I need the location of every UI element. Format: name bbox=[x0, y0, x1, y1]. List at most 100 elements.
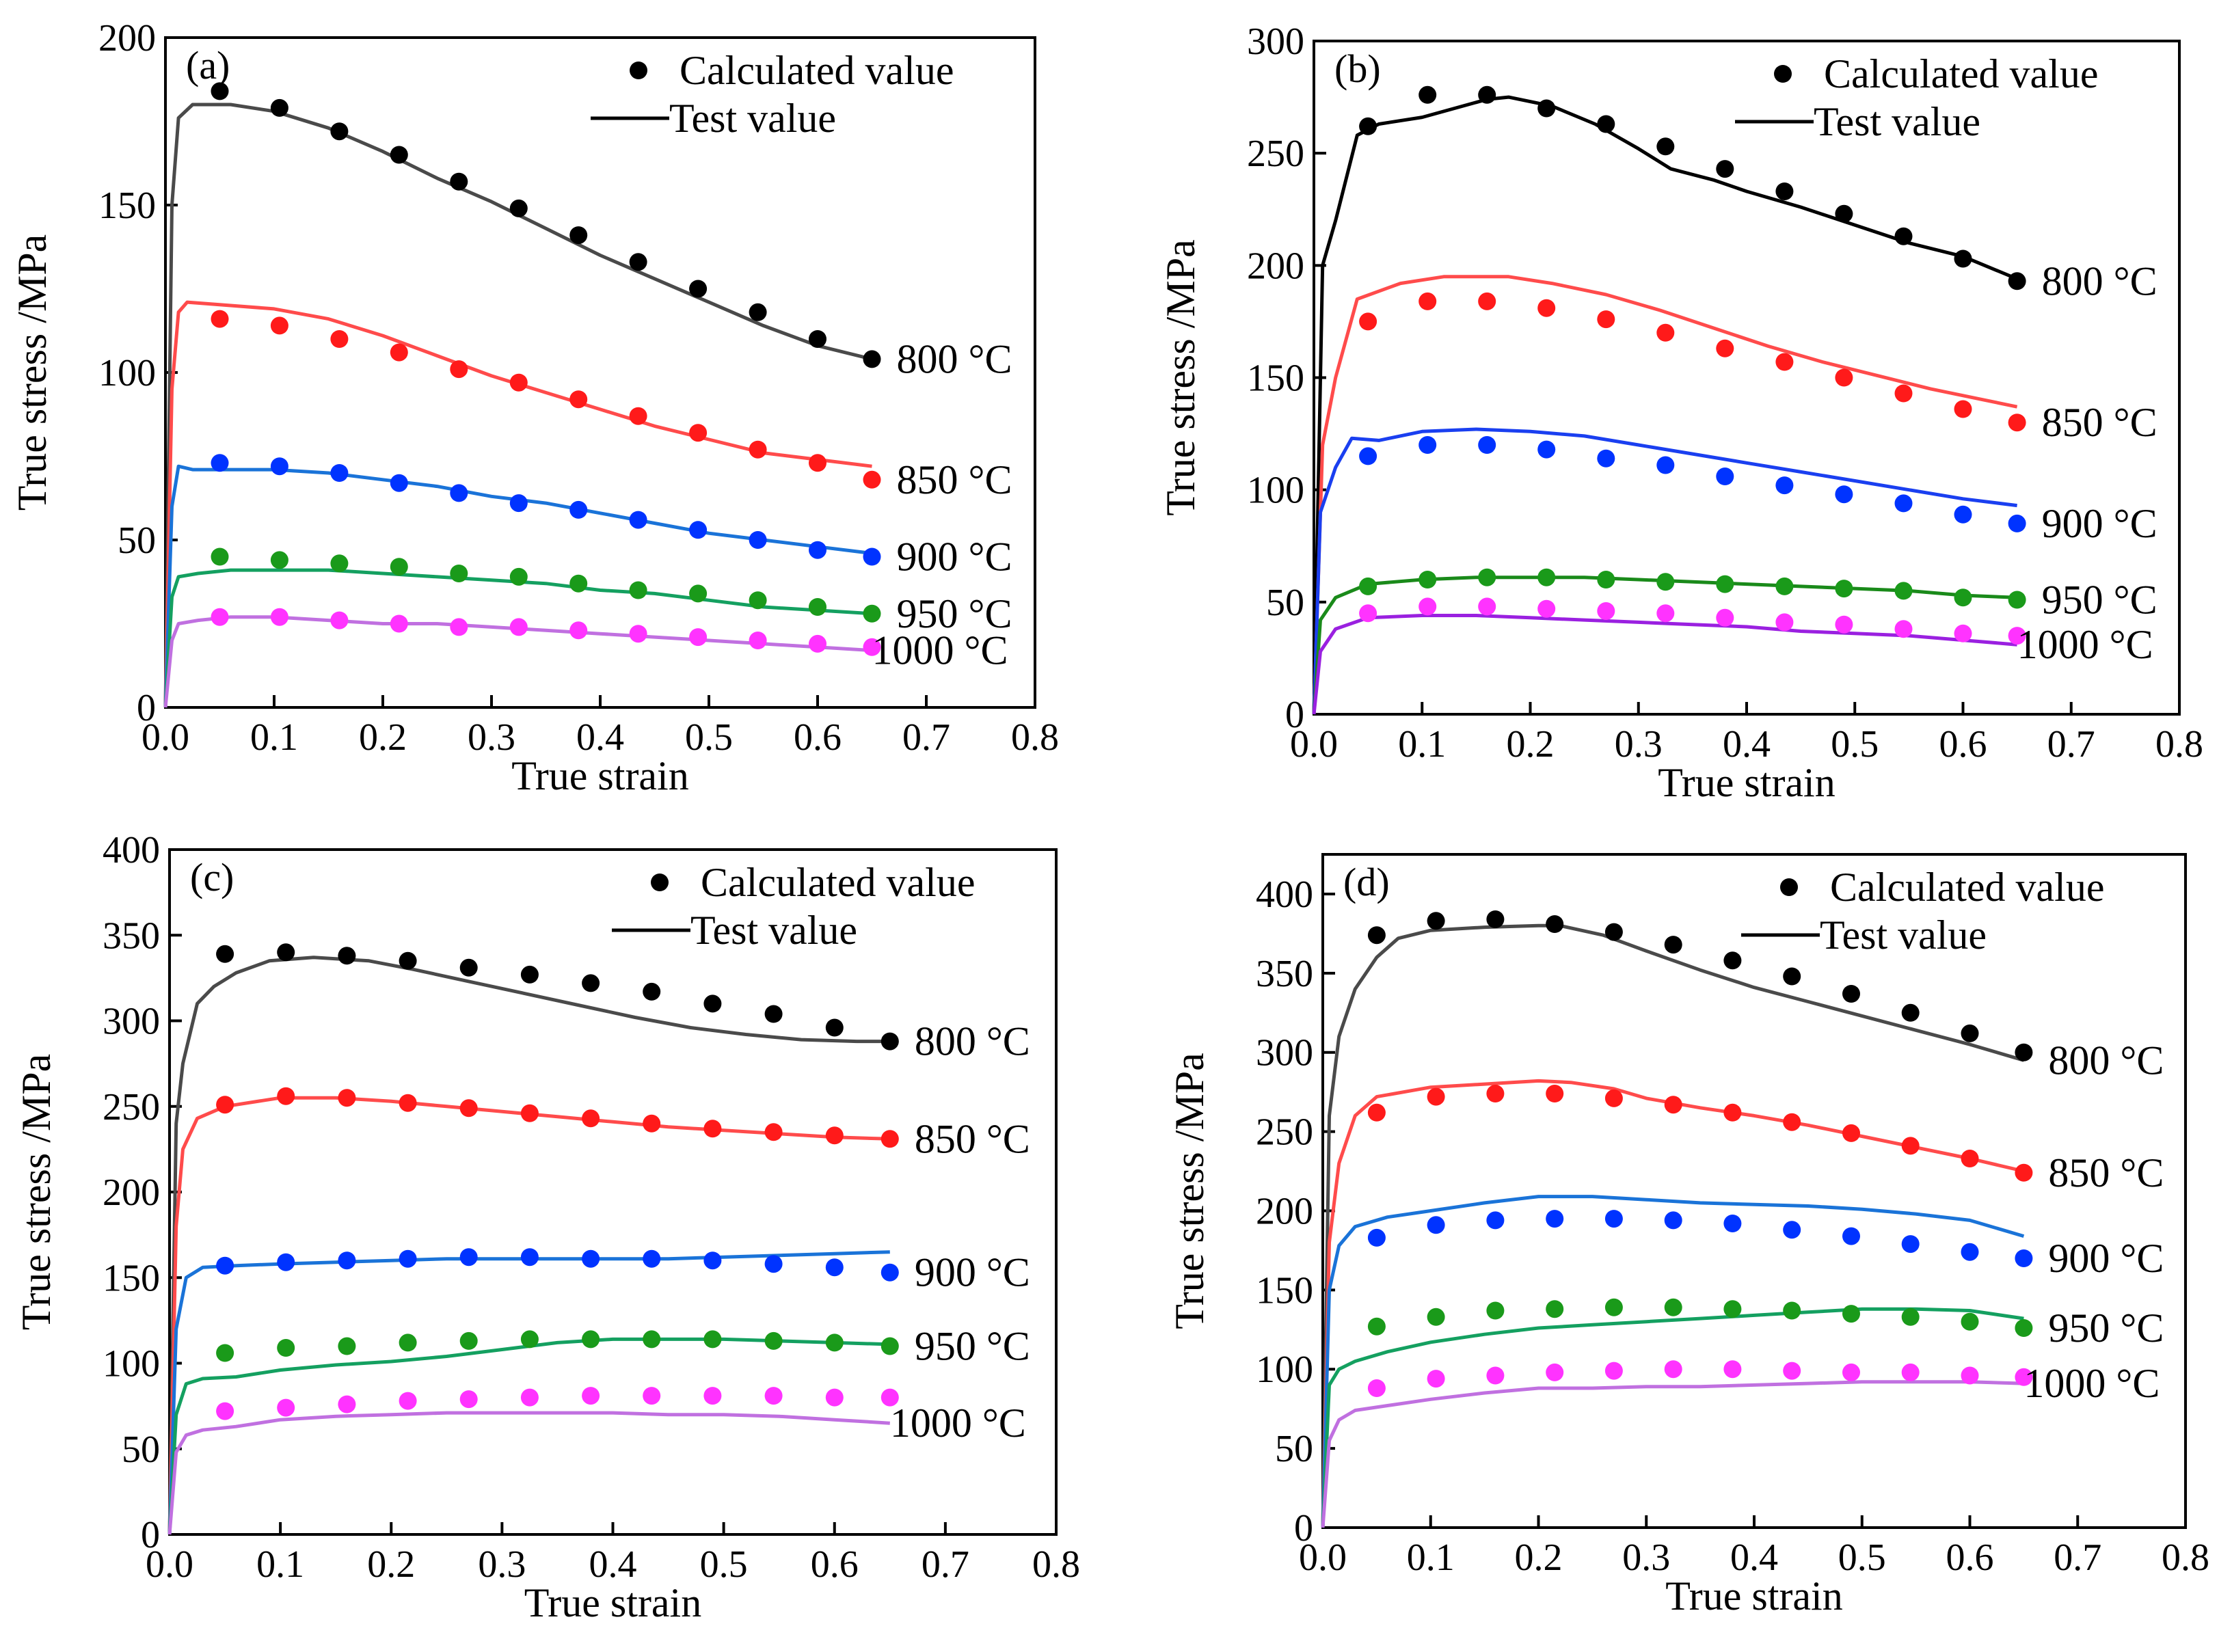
calculated-point bbox=[1427, 1308, 1445, 1326]
calculated-point bbox=[582, 974, 600, 992]
calculated-point bbox=[330, 330, 349, 348]
calculated-point bbox=[1486, 1085, 1505, 1102]
calculated-point bbox=[1664, 1211, 1682, 1230]
calculated-point bbox=[880, 1337, 899, 1355]
calculated-point bbox=[450, 172, 468, 191]
x-tick-label: 0.8 bbox=[1011, 716, 1059, 759]
y-tick-label: 200 bbox=[1247, 245, 1304, 287]
calculated-point bbox=[2008, 272, 2026, 290]
calculated-point bbox=[689, 628, 708, 647]
calculated-point bbox=[1723, 951, 1742, 970]
calculated-point bbox=[338, 1089, 356, 1107]
calculated-point bbox=[643, 1330, 661, 1349]
x-tick-label: 0.6 bbox=[794, 716, 842, 759]
series-850C bbox=[1312, 275, 2026, 715]
calculated-point bbox=[643, 982, 661, 1001]
calculated-point bbox=[1901, 1137, 1920, 1155]
calculated-point bbox=[1546, 915, 1564, 933]
temperature-label: 800 °C bbox=[897, 336, 1012, 381]
temperature-label: 900 °C bbox=[897, 534, 1012, 580]
y-tick-label: 0 bbox=[1294, 1507, 1313, 1549]
calculated-point bbox=[1954, 400, 1972, 418]
calculated-point bbox=[1901, 1308, 1920, 1326]
x-tick-label: 0.7 bbox=[2054, 1536, 2101, 1579]
calculated-point bbox=[749, 591, 767, 610]
temperature-label: 900 °C bbox=[915, 1250, 1030, 1295]
calculated-point bbox=[1427, 1087, 1445, 1106]
x-tick-label: 0.3 bbox=[1622, 1536, 1670, 1579]
calculated-point bbox=[582, 1330, 600, 1349]
x-tick-label: 0.1 bbox=[1398, 723, 1446, 766]
calculated-point bbox=[809, 634, 826, 653]
test-line bbox=[1321, 1195, 2025, 1528]
calculated-point bbox=[1783, 1113, 1801, 1131]
calculated-point bbox=[1723, 1360, 1742, 1379]
calculated-point bbox=[211, 82, 229, 100]
temperature-label: 900 °C bbox=[2042, 501, 2157, 546]
series-900C bbox=[163, 454, 881, 708]
x-tick-label: 0.7 bbox=[922, 1543, 969, 1586]
calculated-point bbox=[399, 1333, 417, 1352]
calculated-point bbox=[277, 1253, 295, 1271]
y-tick-label: 250 bbox=[1247, 133, 1304, 175]
panel-label: (c) bbox=[190, 855, 234, 899]
test-line bbox=[1321, 1380, 2024, 1528]
y-tick-label: 50 bbox=[122, 1428, 160, 1471]
calculated-point bbox=[629, 581, 647, 599]
temperature-label: 800 °C bbox=[915, 1019, 1030, 1064]
series-1000C bbox=[167, 1387, 899, 1535]
series-1000C bbox=[1312, 597, 2026, 715]
y-tick-label: 50 bbox=[1275, 1428, 1313, 1470]
y-tick-label: 50 bbox=[118, 519, 156, 562]
legend-marker-calculated bbox=[1780, 878, 1798, 896]
calculated-point bbox=[520, 1248, 539, 1267]
calculated-point bbox=[1842, 1227, 1860, 1245]
calculated-point bbox=[277, 1087, 295, 1105]
calculated-point bbox=[1367, 1379, 1386, 1397]
series-900C bbox=[1312, 427, 2026, 715]
x-tick-label: 0.4 bbox=[589, 1543, 637, 1586]
calculated-point bbox=[643, 1387, 661, 1405]
calculated-point bbox=[1359, 117, 1377, 135]
series-850C bbox=[163, 300, 881, 708]
test-line bbox=[167, 1096, 890, 1535]
calculated-point bbox=[1716, 575, 1734, 593]
x-tick-label: 0.4 bbox=[1723, 723, 1771, 766]
y-tick-label: 100 bbox=[1247, 470, 1304, 512]
y-tick-label: 0 bbox=[141, 1514, 160, 1556]
calculated-point bbox=[825, 1388, 844, 1407]
y-axis-title: True stress /MPa bbox=[10, 234, 55, 511]
calculated-point bbox=[450, 484, 468, 502]
calculated-point bbox=[703, 1330, 722, 1349]
series-800C bbox=[163, 82, 881, 708]
x-axis-title: True strain bbox=[511, 753, 688, 798]
legend-label-test: Test value bbox=[1820, 912, 1987, 958]
calculated-point bbox=[270, 608, 288, 626]
calculated-point bbox=[2015, 1319, 2033, 1337]
calculated-point bbox=[689, 280, 708, 298]
y-axis-title: True stress /MPa bbox=[1158, 239, 1203, 516]
calculated-point bbox=[211, 310, 229, 328]
calculated-point bbox=[399, 1094, 417, 1112]
series-950C bbox=[1321, 1298, 2033, 1528]
calculated-point bbox=[1418, 571, 1437, 588]
calculated-point bbox=[390, 146, 408, 164]
x-tick-label: 0.5 bbox=[1831, 723, 1879, 766]
series-1000C bbox=[163, 608, 881, 708]
calculated-point bbox=[1546, 1085, 1564, 1102]
calculated-point bbox=[1359, 312, 1377, 331]
calculated-point bbox=[1842, 985, 1860, 1003]
calculated-point bbox=[216, 1096, 234, 1114]
calculated-point bbox=[569, 226, 588, 245]
calculated-point bbox=[1894, 582, 1913, 600]
calculated-point bbox=[459, 1099, 478, 1118]
y-tick-label: 300 bbox=[1247, 21, 1304, 63]
legend-label-calculated: Calculated value bbox=[1824, 51, 2098, 96]
calculated-point bbox=[459, 1390, 478, 1409]
calculated-point bbox=[1367, 1317, 1386, 1336]
calculated-point bbox=[1478, 85, 1496, 104]
calculated-point bbox=[643, 1114, 661, 1133]
calculated-point bbox=[459, 1331, 478, 1350]
y-tick-label: 150 bbox=[1256, 1269, 1313, 1312]
